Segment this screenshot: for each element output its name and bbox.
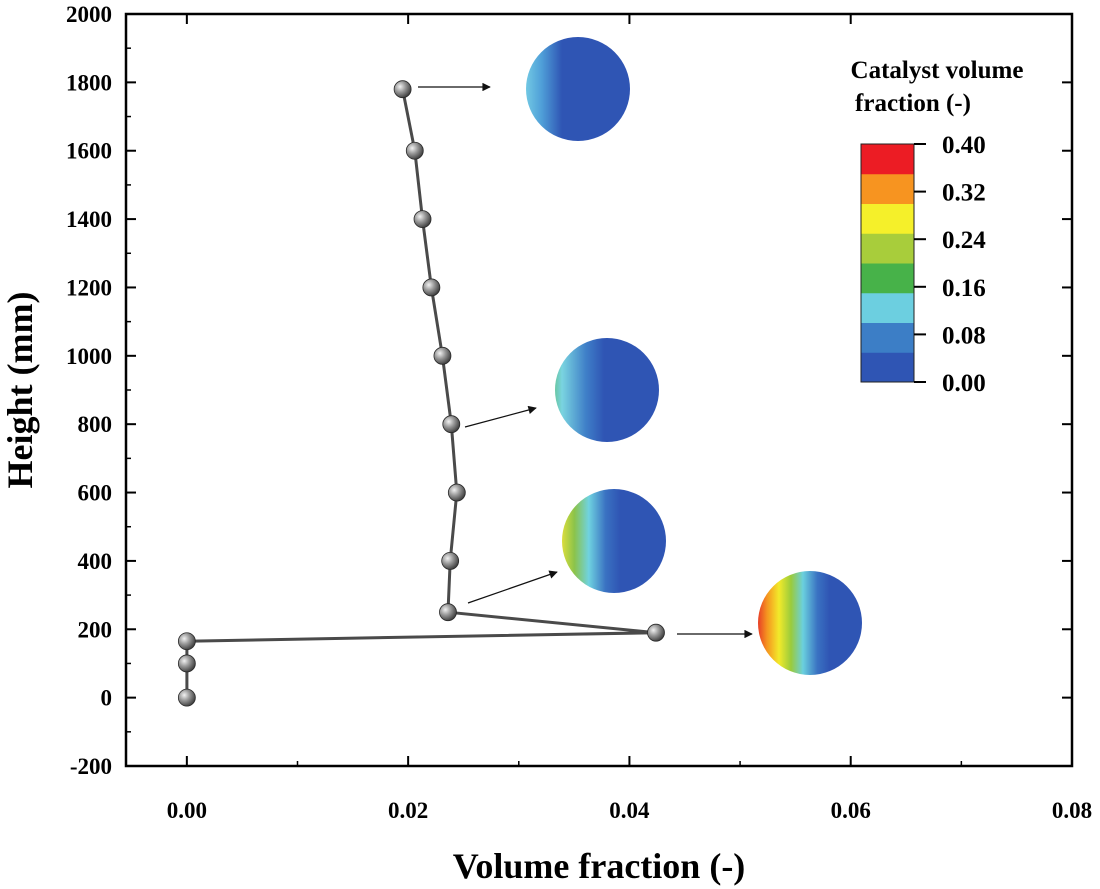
colorbar-tick-label: 0.32 bbox=[942, 180, 986, 207]
data-point bbox=[405, 141, 424, 160]
y-axis-title: Height (mm) bbox=[0, 292, 40, 489]
y-tick-label: 1000 bbox=[66, 344, 112, 369]
data-point bbox=[177, 632, 196, 651]
y-tick-label: 2000 bbox=[66, 2, 112, 27]
colorbar-tick-label: 0.24 bbox=[942, 227, 986, 254]
colorbar-frame bbox=[860, 143, 915, 383]
colorbar-ticks: 0.00 0.08 0.16 0.24 0.32 0.40 bbox=[914, 132, 986, 397]
colorbar-title-line1: Catalyst volume bbox=[851, 57, 1024, 84]
y-tick-label: 200 bbox=[78, 617, 113, 642]
x-tick-label: 0.08 bbox=[1052, 798, 1092, 823]
data-point bbox=[413, 210, 432, 228]
data-point bbox=[442, 415, 461, 434]
y-tick-label: 400 bbox=[78, 549, 113, 574]
colorbar-title-line2: fraction (-) bbox=[855, 90, 971, 117]
y-tick-label: 1400 bbox=[66, 207, 112, 232]
y-tick-label: 600 bbox=[78, 481, 113, 506]
y-axis: -200 0 200 400 600 800 1000 1200 1400 1600 1800 200… bbox=[66, 2, 1072, 779]
contour-inset-190 bbox=[758, 571, 862, 675]
contour-inset-250 bbox=[562, 489, 666, 593]
data-point bbox=[647, 623, 665, 642]
annotation-arrows bbox=[418, 82, 753, 639]
colorbar-tick-label: 0.16 bbox=[942, 275, 986, 302]
x-tick-label: 0.00 bbox=[167, 798, 207, 823]
data-point bbox=[447, 483, 466, 502]
series-points bbox=[177, 80, 665, 707]
colorbar-bands bbox=[861, 144, 914, 383]
data-point bbox=[393, 80, 412, 99]
colorbar-band bbox=[861, 233, 914, 264]
data-point bbox=[422, 278, 441, 297]
contour-inset-800 bbox=[555, 338, 659, 442]
colorbar-band bbox=[861, 203, 914, 234]
colorbar-tick-label: 0.40 bbox=[942, 132, 986, 159]
colorbar-band bbox=[861, 144, 914, 175]
y-tick-label: 1800 bbox=[66, 70, 112, 95]
data-point bbox=[177, 688, 196, 707]
colorbar-tick-label: 0.08 bbox=[942, 322, 986, 349]
contour-inset-1780 bbox=[526, 37, 630, 141]
colorbar-band bbox=[861, 292, 914, 323]
colorbar-band bbox=[861, 322, 914, 353]
y-tick-label: 0 bbox=[101, 686, 113, 711]
x-tick-label: 0.06 bbox=[831, 798, 871, 823]
x-axis: 0.00 0.02 0.04 0.06 0.08 bbox=[167, 14, 1092, 823]
data-point bbox=[441, 552, 460, 570]
colorbar-band bbox=[861, 173, 914, 204]
arrow-250 bbox=[467, 570, 558, 604]
colorbar-legend: Catalyst volume fraction (-) 0.00 0.08 0.1… bbox=[851, 57, 1024, 397]
colorbar-band bbox=[861, 263, 914, 294]
x-tick-label: 0.02 bbox=[388, 798, 428, 823]
x-tick-label: 0.04 bbox=[609, 798, 650, 823]
data-point bbox=[439, 603, 457, 622]
y-tick-label: 1200 bbox=[66, 275, 112, 300]
colorbar-tick-label: 0.00 bbox=[942, 370, 986, 397]
y-tick-label: -200 bbox=[70, 754, 112, 779]
colorbar-band bbox=[861, 352, 914, 383]
data-point bbox=[433, 346, 452, 365]
data-point bbox=[177, 654, 196, 673]
y-tick-label: 1600 bbox=[66, 139, 112, 164]
arrow-800 bbox=[464, 405, 537, 428]
y-tick-label: 800 bbox=[78, 412, 113, 437]
x-axis-title: Volume fraction (-) bbox=[453, 846, 746, 886]
